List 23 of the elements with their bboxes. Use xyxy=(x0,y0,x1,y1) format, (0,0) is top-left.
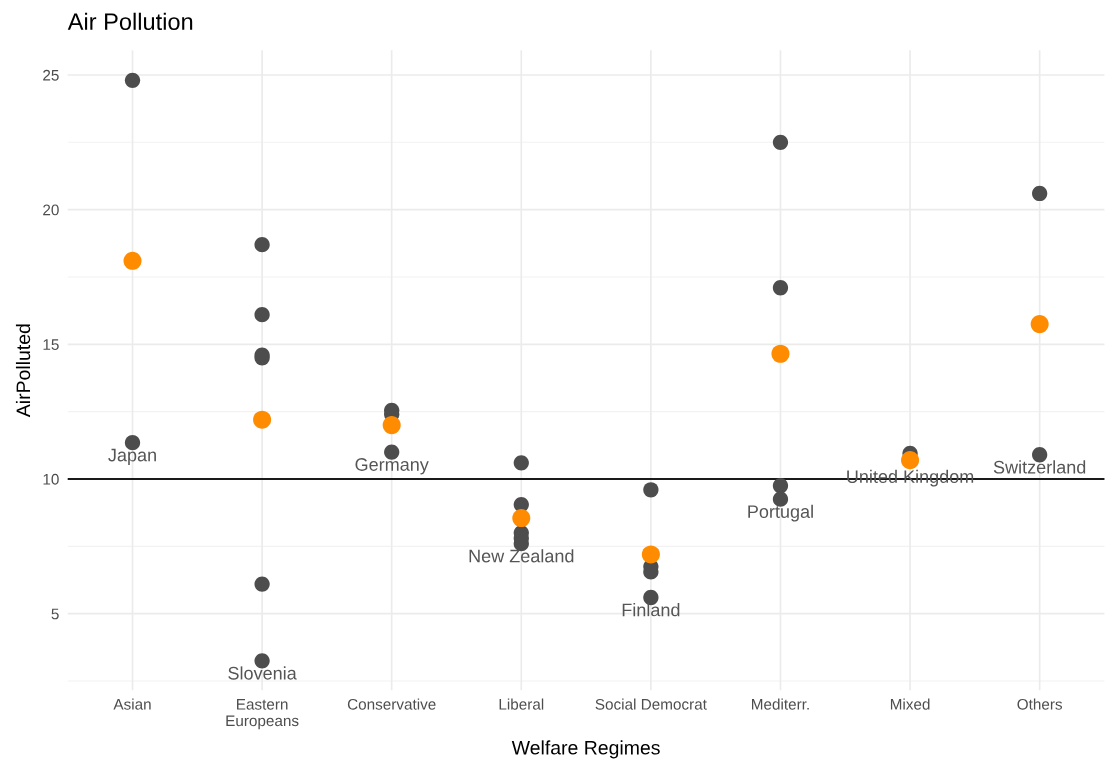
x-tick-label: Mixed xyxy=(890,698,930,710)
x-tick-label: Mediterr. xyxy=(752,698,809,710)
x-tick-label: Social Democrat xyxy=(595,698,707,710)
annotation: Finland xyxy=(622,603,680,617)
chart-title: Air Pollution xyxy=(67,12,193,31)
x-tick-label: Conservative xyxy=(347,698,436,710)
y-tick-label: 15 xyxy=(43,339,59,350)
y-tick-label: 10 xyxy=(43,473,59,485)
x-axis-title: Welfare Regimes xyxy=(511,740,660,759)
x-tick-label: Liberal xyxy=(499,698,544,710)
annotation: New Zealand xyxy=(469,549,574,563)
annotation: Slovenia xyxy=(228,666,297,680)
y-axis-title: AirPolluted xyxy=(15,324,31,418)
annotation: Portugal xyxy=(748,504,813,522)
annotation: Switzerland xyxy=(993,460,1086,474)
y-tick-label: 25 xyxy=(43,69,59,81)
x-tick-label: Asian xyxy=(113,698,151,710)
annotation: Japan xyxy=(108,448,156,466)
x-tick-label: Eastern Europeans xyxy=(226,699,299,730)
y-tick-label: 5 xyxy=(51,608,59,620)
annotation: Germany xyxy=(355,458,429,475)
y-tick-label: 20 xyxy=(43,204,59,216)
x-tick-label: Others xyxy=(1017,698,1063,710)
